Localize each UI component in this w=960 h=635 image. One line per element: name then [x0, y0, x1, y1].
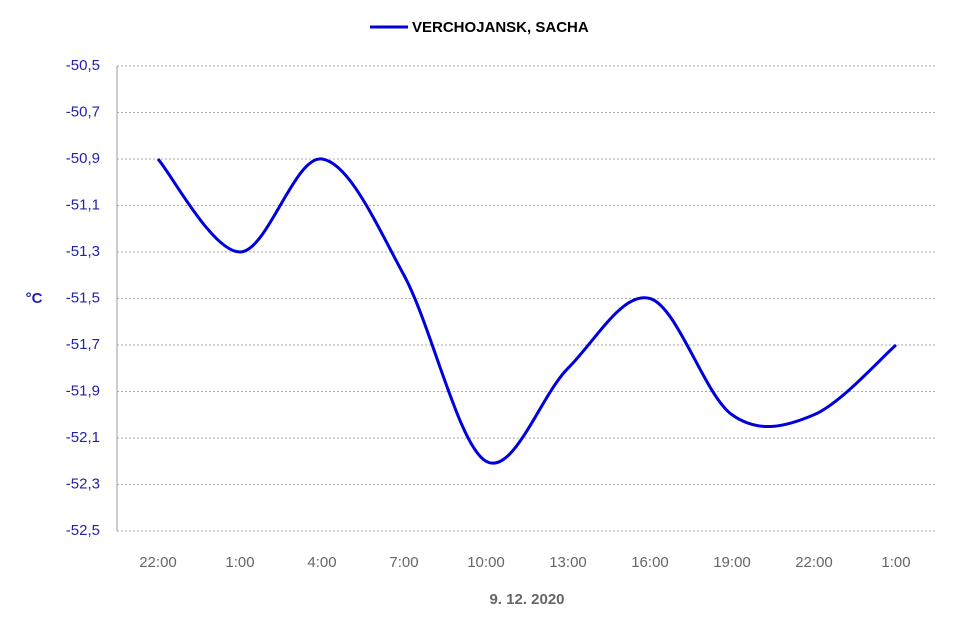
y-tick-label: -51,5	[66, 289, 100, 306]
y-tick-label: -51,9	[66, 382, 100, 399]
y-tick-label: -50,7	[66, 103, 100, 120]
y-tick-label: -52,1	[66, 429, 100, 446]
y-tick-label: -52,3	[66, 475, 100, 492]
x-tick-label: 7:00	[389, 554, 418, 571]
x-tick-label: 19:00	[713, 554, 751, 571]
y-axis-label: °C	[26, 290, 43, 307]
y-tick-label: -51,3	[66, 243, 100, 260]
legend-label: VERCHOJANSK, SACHA	[412, 19, 589, 36]
x-tick-label: 13:00	[549, 554, 587, 571]
y-tick-label: -52,5	[66, 522, 100, 539]
y-tick-label: -51,1	[66, 196, 100, 213]
x-tick-label: 1:00	[881, 554, 910, 571]
y-tick-label: -51,7	[66, 336, 100, 353]
x-axis-label: 9. 12. 2020	[489, 591, 564, 608]
x-tick-label: 10:00	[467, 554, 505, 571]
x-tick-label: 22:00	[139, 554, 177, 571]
x-tick-label: 16:00	[631, 554, 669, 571]
x-tick-label: 4:00	[307, 554, 336, 571]
x-tick-label: 22:00	[795, 554, 833, 571]
x-tick-label: 1:00	[225, 554, 254, 571]
line-series	[156, 157, 897, 465]
y-tick-label: -50,9	[66, 150, 100, 167]
y-tick-label: -50,5	[66, 57, 100, 74]
